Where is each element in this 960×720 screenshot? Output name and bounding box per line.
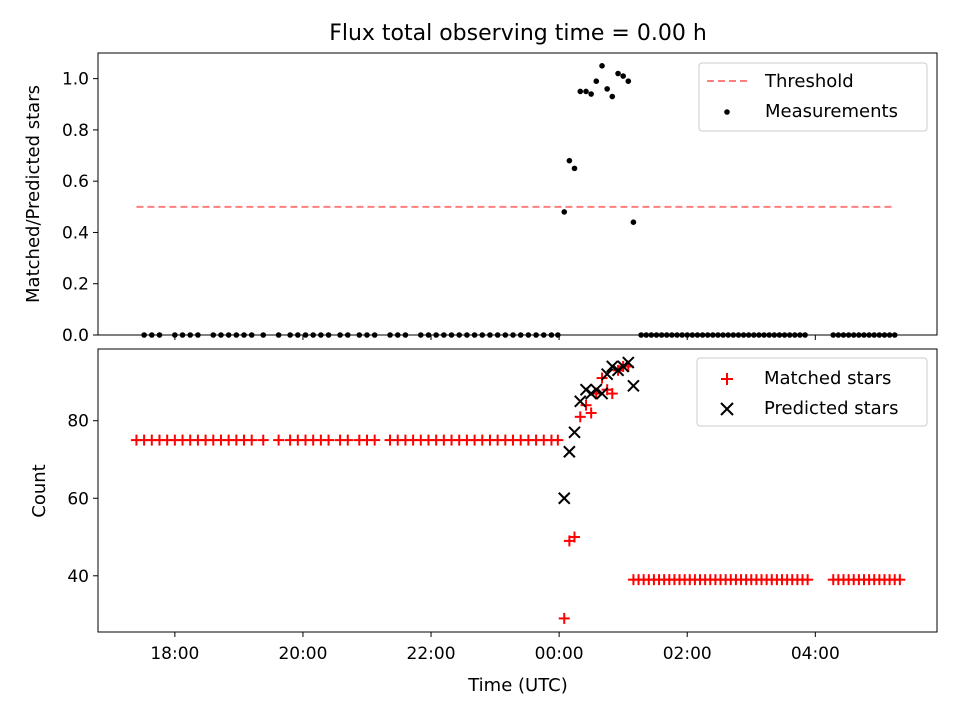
measurement-point [566, 157, 573, 164]
bottom-panel: 18:00 20:00 22:00 00:00 02:00 04:00 40 60 80 Co… [29, 348, 938, 696]
matched-star-point [580, 399, 592, 411]
matched-star-point [257, 434, 269, 446]
measurement-point [620, 73, 626, 79]
matched-star-point [569, 531, 581, 543]
top-y-tick-label: 0.2 [62, 275, 89, 295]
predicted-star-point [622, 356, 635, 369]
top-y-tick-label: 0.0 [62, 326, 89, 346]
top-y-tick-label: 1.0 [62, 70, 89, 90]
predicted-star-point [574, 395, 587, 408]
measurement-point [599, 63, 605, 69]
bottom-x-ticks: 18:00 20:00 22:00 00:00 02:00 04:00 [150, 632, 840, 664]
predicted-star-point [563, 445, 576, 458]
matched-star-point [273, 434, 285, 446]
bottom-y-ticks: 40 60 80 [67, 412, 98, 587]
measurement-point [561, 209, 568, 215]
x-tick-label: 18:00 [150, 644, 199, 664]
top-y-axis-label: Matched/Predicted stars [23, 85, 44, 303]
predicted-star-point [606, 360, 619, 373]
chart-title: Flux total observing time = 0.00 h [329, 21, 707, 46]
legend-predicted-label: Predicted stars [764, 398, 898, 419]
matched-star-point [606, 388, 618, 400]
top-legend-box [698, 62, 928, 132]
bottom-y-tick-label: 60 [67, 489, 89, 509]
bottom-panel-frame [97, 348, 938, 633]
measurement-point [615, 70, 621, 77]
x-axis-label: Time (UTC) [467, 675, 568, 696]
top-panel-frame [97, 52, 938, 336]
measurement-point [577, 88, 584, 95]
legend-matched-swatch [721, 373, 733, 385]
predicted-star-point [595, 387, 609, 400]
measurement-point [588, 91, 594, 97]
measurement-point [625, 78, 632, 84]
measurement-point [593, 78, 600, 84]
top-y-ticks: 0.0 0.2 0.4 0.6 0.8 1.0 [62, 70, 98, 346]
bottom-y-tick-label: 80 [67, 412, 89, 432]
predicted-star-point [558, 492, 571, 505]
legend-measurements-swatch [724, 109, 730, 115]
legend-matched-label: Matched stars [764, 368, 891, 389]
measurement-point [604, 86, 610, 92]
matched-star-point [585, 407, 597, 419]
top-legend: Threshold Measurements [698, 62, 928, 132]
bottom-legend-box [696, 357, 928, 427]
top-panel: 0.0 0.2 0.4 0.6 0.8 1.0 Matched/Predicted sta… [23, 52, 938, 346]
counts-layer [130, 356, 906, 624]
legend-predicted-swatch [720, 402, 734, 416]
matched-star-point [894, 574, 906, 586]
measurement-point [630, 219, 637, 225]
predicted-star-point [600, 367, 614, 381]
matched-star-point [369, 434, 381, 446]
x-tick-label: 04:00 [791, 644, 840, 664]
x-tick-label: 00:00 [535, 644, 584, 664]
predicted-star-point [590, 383, 603, 396]
matched-star-point [558, 612, 570, 624]
predicted-star-point [627, 379, 640, 393]
measurement-point [609, 93, 616, 100]
matched-star-point [802, 574, 814, 586]
matched-star-point [574, 411, 586, 423]
predicted-star-point [568, 426, 581, 439]
measurement-point [583, 88, 589, 95]
top-y-tick-label: 0.8 [62, 121, 89, 141]
matched-star-point [323, 434, 335, 446]
x-tick-label: 02:00 [663, 644, 712, 664]
measurement-point [571, 165, 578, 172]
top-x-ticks [174, 335, 816, 340]
top-y-tick-label: 0.4 [62, 223, 89, 243]
top-y-tick-label: 0.6 [62, 172, 89, 192]
matched-star-point [342, 434, 354, 446]
x-tick-label: 20:00 [278, 644, 327, 664]
bottom-y-axis-label: Count [29, 464, 50, 517]
legend-threshold-label: Threshold [764, 71, 854, 92]
legend-measurements-label: Measurements [765, 101, 898, 122]
matched-star-point [246, 434, 258, 446]
bottom-y-tick-label: 40 [67, 567, 89, 587]
matched-star-point [552, 434, 564, 446]
bottom-legend: Matched stars Predicted stars [696, 357, 928, 427]
x-tick-label: 22:00 [407, 644, 456, 664]
